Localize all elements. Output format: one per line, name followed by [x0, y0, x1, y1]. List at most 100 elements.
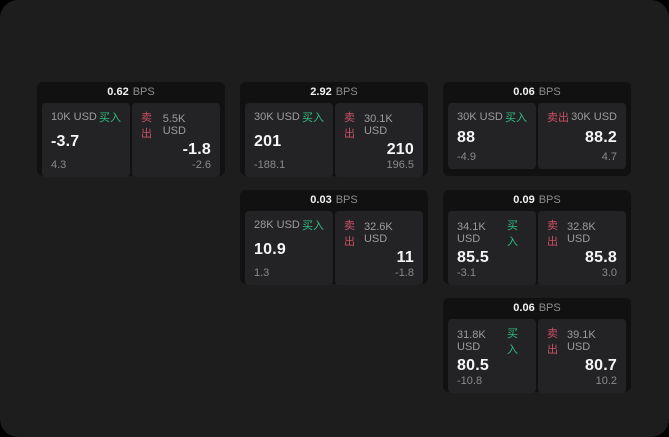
sell-tile[interactable]: 卖出 30K USD 88.2 4.7	[538, 103, 626, 169]
bps-unit-label: BPS	[538, 194, 561, 206]
buy-side-label: 买入	[507, 220, 519, 248]
buy-side-label: 买入	[302, 220, 324, 232]
sell-size: 32.6K USD	[363, 221, 393, 245]
sell-side-label: 卖出	[344, 112, 355, 140]
card-body: 30K USD 买入 201 -188.1 卖出 30.1K USD 210 1…	[245, 103, 423, 177]
buy-side-label: 买入	[99, 112, 121, 124]
bps-value: 0.09	[513, 194, 535, 206]
quote-card: 2.92 BPS 30K USD 买入 201 -188.1 卖出 30.1K …	[240, 82, 428, 177]
sell-tile[interactable]: 卖出 30.1K USD 210 196.5	[335, 103, 423, 177]
sell-side-label: 卖出	[547, 220, 558, 248]
sell-side-label: 卖出	[547, 112, 569, 124]
buy-tile-header: 30K USD 买入	[254, 109, 324, 125]
sell-price: -1.8	[182, 141, 211, 158]
buy-tile[interactable]: 31.8K USD 买入 80.5 -10.8	[448, 319, 536, 393]
quote-card: 0.09 BPS 34.1K USD 买入 85.5 -3.1 卖出 32.8K…	[443, 190, 631, 285]
buy-price: 10.9	[254, 241, 286, 258]
quote-grid: 0.62 BPS 10K USD 买入 -3.7 4.3 卖出 5.5K USD	[37, 82, 631, 393]
buy-price: 85.5	[457, 249, 489, 266]
bps-header: 0.03 BPS	[245, 190, 423, 211]
bps-unit-label: BPS	[335, 86, 358, 98]
sell-price: 11	[396, 249, 414, 266]
quote-card: 0.06 BPS 31.8K USD 买入 80.5 -10.8 卖出 39.1…	[443, 298, 631, 393]
buy-tile[interactable]: 28K USD 买入 10.9 1.3	[245, 211, 333, 285]
bps-value: 0.62	[107, 86, 129, 98]
buy-size: 31.8K USD	[457, 329, 486, 353]
sell-tile-header: 卖出 32.8K USD	[547, 217, 617, 249]
sell-side-label: 卖出	[344, 220, 355, 248]
sell-size: 32.8K USD	[566, 221, 596, 245]
bps-unit-label: BPS	[335, 194, 358, 206]
buy-delta: -188.1	[254, 159, 286, 171]
sell-delta: -2.6	[192, 159, 211, 171]
bps-value: 2.92	[310, 86, 332, 98]
buy-side-label: 买入	[507, 328, 519, 356]
buy-delta: 1.3	[254, 267, 270, 279]
sell-tile-header: 卖出 30K USD	[547, 109, 617, 125]
quote-card: 0.06 BPS 30K USD 买入 88 -4.9 卖出 30K USD	[443, 82, 631, 176]
card-body: 34.1K USD 买入 85.5 -3.1 卖出 32.8K USD 85.8…	[448, 211, 626, 285]
buy-delta: -3.1	[457, 267, 476, 279]
bps-value: 0.06	[513, 302, 535, 314]
buy-price: -3.7	[51, 133, 80, 150]
sell-delta: 3.0	[601, 267, 617, 279]
buy-size: 10K USD	[51, 111, 97, 123]
bps-unit-label: BPS	[538, 302, 561, 314]
buy-tile-header: 31.8K USD 买入	[457, 325, 527, 357]
bps-header: 0.09 BPS	[448, 190, 626, 211]
sell-tile-header: 卖出 39.1K USD	[547, 325, 617, 357]
buy-tile[interactable]: 30K USD 买入 201 -188.1	[245, 103, 333, 177]
sell-delta: 10.2	[595, 375, 617, 387]
sell-delta: 196.5	[386, 159, 414, 171]
buy-tile[interactable]: 30K USD 买入 88 -4.9	[448, 103, 536, 169]
sell-price: 210	[386, 141, 414, 158]
bps-value: 0.03	[310, 194, 332, 206]
card-body: 10K USD 买入 -3.7 4.3 卖出 5.5K USD -1.8 -2.…	[42, 103, 220, 177]
sell-tile[interactable]: 卖出 32.8K USD 85.8 3.0	[538, 211, 626, 285]
buy-price: 201	[254, 133, 282, 150]
sell-delta: -1.8	[395, 267, 414, 279]
buy-price: 80.5	[457, 357, 489, 374]
buy-side-label: 买入	[302, 112, 324, 124]
sell-size: 5.5K USD	[162, 113, 186, 137]
sell-tile-header: 卖出 5.5K USD	[141, 109, 211, 141]
buy-tile-header: 34.1K USD 买入	[457, 217, 527, 249]
sell-size: 39.1K USD	[566, 329, 596, 353]
buy-tile[interactable]: 10K USD 买入 -3.7 4.3	[42, 103, 130, 177]
sell-tile[interactable]: 卖出 32.6K USD 11 -1.8	[335, 211, 423, 285]
sell-tile-header: 卖出 32.6K USD	[344, 217, 414, 249]
sell-side-label: 卖出	[547, 328, 558, 356]
sell-side-label: 卖出	[141, 112, 152, 140]
buy-size: 30K USD	[254, 111, 300, 123]
sell-size: 30K USD	[571, 111, 617, 123]
buy-tile-header: 28K USD 买入	[254, 217, 324, 233]
card-body: 28K USD 买入 10.9 1.3 卖出 32.6K USD 11 -1.8	[245, 211, 423, 285]
bps-header: 0.62 BPS	[42, 82, 220, 103]
buy-delta: -4.9	[457, 151, 476, 163]
buy-delta: -10.8	[457, 375, 483, 387]
sell-tile[interactable]: 卖出 5.5K USD -1.8 -2.6	[132, 103, 220, 177]
bps-header: 2.92 BPS	[245, 82, 423, 103]
buy-tile[interactable]: 34.1K USD 买入 85.5 -3.1	[448, 211, 536, 285]
bps-header: 0.06 BPS	[448, 298, 626, 319]
sell-price: 88.2	[585, 129, 617, 146]
sell-price: 80.7	[585, 357, 617, 374]
bps-value: 0.06	[513, 86, 535, 98]
buy-side-label: 买入	[505, 112, 527, 124]
bps-unit-label: BPS	[538, 86, 561, 98]
buy-size: 28K USD	[254, 219, 300, 231]
buy-tile-header: 10K USD 买入	[51, 109, 121, 125]
sell-tile-header: 卖出 30.1K USD	[344, 109, 414, 141]
buy-tile-header: 30K USD 买入	[457, 109, 527, 125]
buy-delta: 4.3	[51, 159, 67, 171]
card-body: 31.8K USD 买入 80.5 -10.8 卖出 39.1K USD 80.…	[448, 319, 626, 393]
sell-size: 30.1K USD	[363, 113, 393, 137]
bps-unit-label: BPS	[132, 86, 155, 98]
bps-header: 0.06 BPS	[448, 82, 626, 103]
quote-card: 0.03 BPS 28K USD 买入 10.9 1.3 卖出 32.6K US…	[240, 190, 428, 285]
sell-delta: 4.7	[601, 151, 617, 163]
buy-size: 34.1K USD	[457, 221, 486, 245]
sell-tile[interactable]: 卖出 39.1K USD 80.7 10.2	[538, 319, 626, 393]
sell-price: 85.8	[585, 249, 617, 266]
